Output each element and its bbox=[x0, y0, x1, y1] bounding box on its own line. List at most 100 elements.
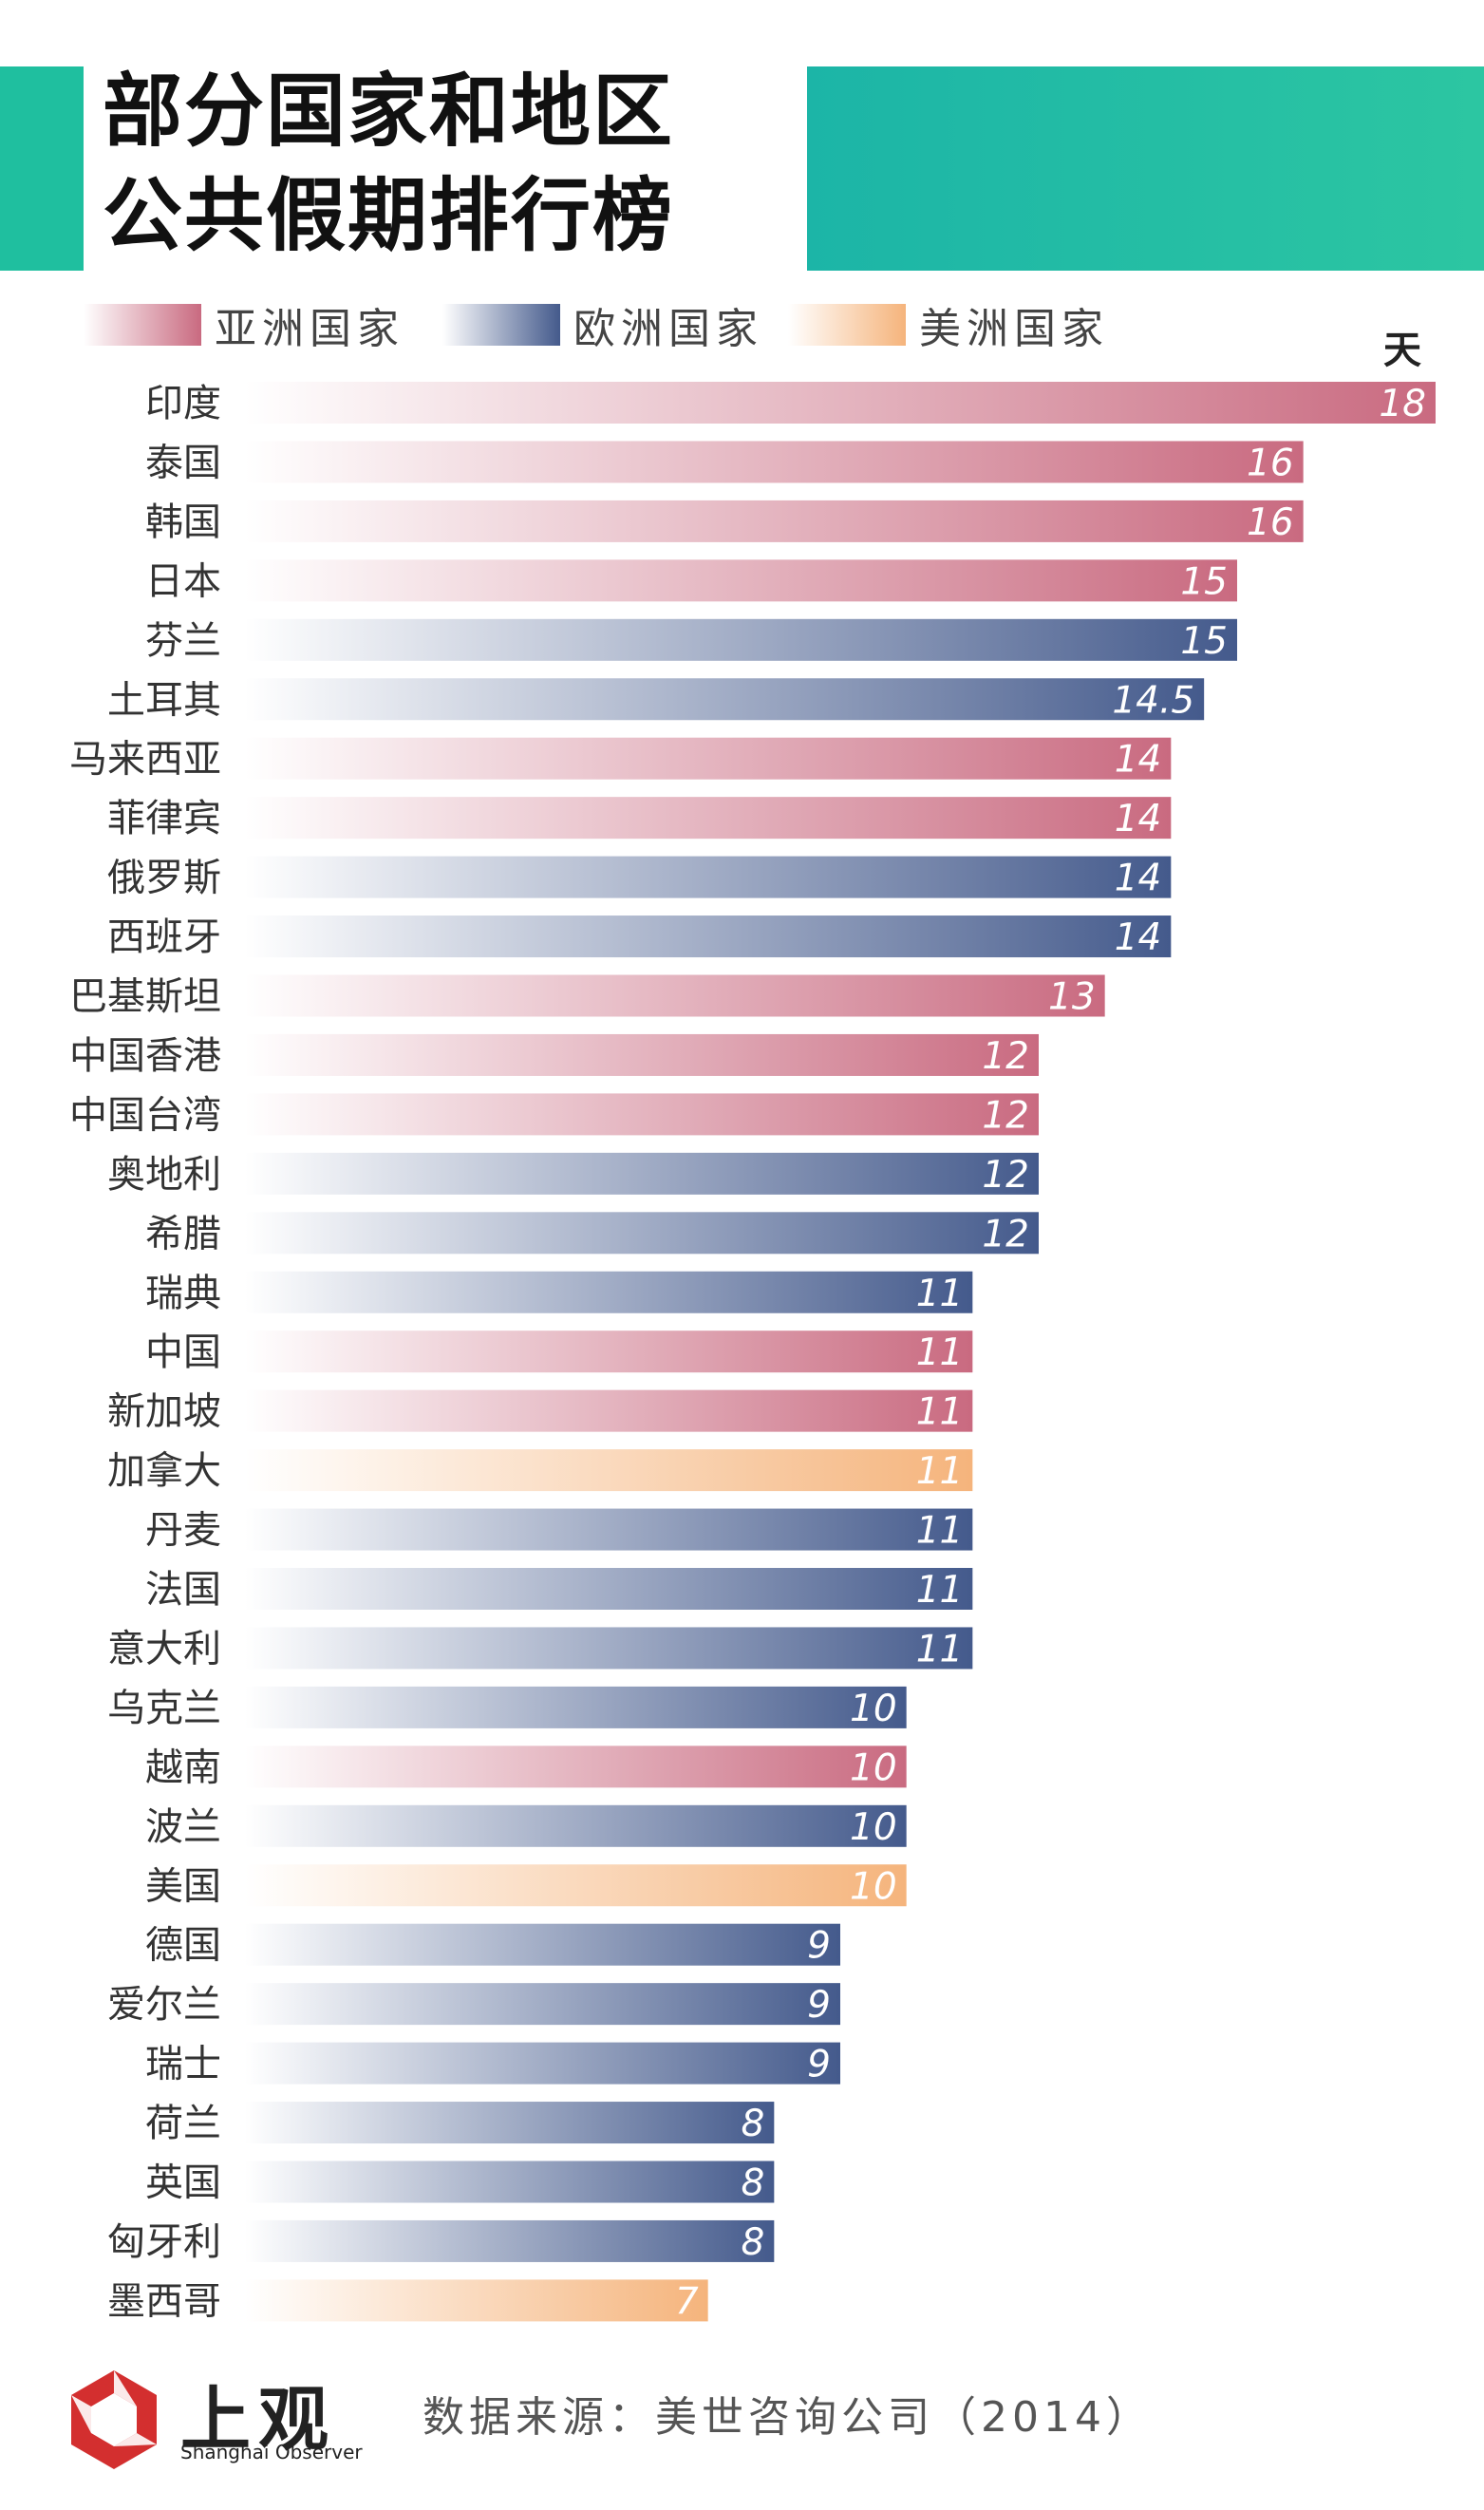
category-label-6: 马来西亚 bbox=[69, 738, 221, 782]
category-label-16: 中国 bbox=[145, 1330, 221, 1374]
value-label-20: 11 bbox=[916, 1569, 964, 1612]
bar-6 bbox=[245, 737, 1172, 780]
category-label-20: 法国 bbox=[145, 1568, 221, 1612]
value-label-5: 14.5 bbox=[1112, 679, 1194, 722]
bar-16 bbox=[245, 1330, 973, 1373]
category-label-24: 波兰 bbox=[145, 1805, 221, 1849]
legend-asia: 亚洲国家 bbox=[84, 296, 404, 353]
bar-22 bbox=[245, 1686, 907, 1728]
bar-12 bbox=[245, 1093, 1039, 1136]
bar-19 bbox=[245, 1508, 973, 1551]
category-label-25: 美国 bbox=[145, 1864, 221, 1908]
value-label-23: 10 bbox=[850, 1746, 897, 1789]
bar-1 bbox=[245, 441, 1304, 483]
bar-23 bbox=[245, 1746, 907, 1788]
category-label-22: 乌克兰 bbox=[107, 1687, 221, 1730]
bar-8 bbox=[245, 856, 1172, 898]
legend-label-asia: 亚洲国家 bbox=[215, 305, 404, 353]
category-label-30: 英国 bbox=[145, 2161, 221, 2205]
category-label-11: 中国香港 bbox=[69, 1034, 221, 1078]
value-label-7: 14 bbox=[1115, 798, 1162, 840]
value-label-28: 9 bbox=[807, 2044, 831, 2086]
title-banner-left bbox=[0, 66, 84, 271]
category-label-31: 匈牙利 bbox=[107, 2220, 221, 2264]
value-label-12: 12 bbox=[982, 1094, 1029, 1137]
value-label-30: 8 bbox=[742, 2162, 765, 2205]
legend-swatch-asia bbox=[84, 304, 201, 346]
value-label-14: 12 bbox=[982, 1213, 1029, 1255]
bar-3 bbox=[245, 559, 1237, 602]
chart-title-line-1: 部分国家和地区 bbox=[103, 64, 675, 158]
bar-29 bbox=[245, 2102, 775, 2144]
bar-30 bbox=[245, 2161, 775, 2203]
category-label-2: 韩国 bbox=[145, 500, 221, 544]
bar-27 bbox=[245, 1983, 840, 2026]
category-label-32: 墨西哥 bbox=[107, 2279, 221, 2323]
category-label-1: 泰国 bbox=[145, 441, 221, 484]
category-label-7: 菲律宾 bbox=[107, 797, 221, 840]
title-banner-right bbox=[807, 66, 1484, 271]
bar-9 bbox=[245, 915, 1172, 958]
bar-26 bbox=[245, 1923, 840, 1966]
value-label-3: 15 bbox=[1180, 560, 1228, 603]
category-label-0: 印度 bbox=[145, 382, 221, 425]
category-label-4: 芬兰 bbox=[145, 619, 221, 663]
bar-21 bbox=[245, 1627, 973, 1670]
category-label-8: 俄罗斯 bbox=[107, 857, 221, 900]
shanghai-observer-logo-icon bbox=[71, 2370, 157, 2469]
data-source: 数据来源：美世咨询公司（2014） bbox=[423, 2393, 1153, 2442]
legend-america: 美洲国家 bbox=[788, 296, 1109, 353]
category-label-26: 德国 bbox=[145, 1924, 221, 1968]
legend-label-america: 美洲国家 bbox=[919, 305, 1109, 353]
value-label-10: 13 bbox=[1048, 976, 1096, 1019]
value-label-29: 8 bbox=[742, 2103, 765, 2145]
bar-chart: 印度 18 泰国 16 韩国 16 日本 15 芬兰 15 土耳其 14.5 马来西亚 14 菲律宾 14 俄罗… bbox=[69, 382, 1436, 2323]
bar-28 bbox=[245, 2042, 840, 2085]
bar-25 bbox=[245, 1864, 907, 1907]
category-label-18: 加拿大 bbox=[107, 1449, 221, 1493]
value-label-26: 9 bbox=[807, 1925, 831, 1968]
bar-18 bbox=[245, 1449, 973, 1492]
value-label-11: 12 bbox=[982, 1035, 1029, 1078]
bar-32 bbox=[245, 2279, 708, 2322]
category-label-29: 荷兰 bbox=[145, 2102, 221, 2145]
value-label-16: 11 bbox=[916, 1331, 964, 1374]
category-label-21: 意大利 bbox=[107, 1627, 221, 1670]
bar-2 bbox=[245, 500, 1304, 542]
value-label-13: 12 bbox=[982, 1154, 1029, 1197]
value-label-9: 14 bbox=[1115, 916, 1162, 959]
value-label-24: 10 bbox=[850, 1806, 897, 1849]
category-label-19: 丹麦 bbox=[145, 1509, 221, 1553]
legend-swatch-america bbox=[788, 304, 906, 346]
bar-4 bbox=[245, 618, 1237, 661]
value-label-21: 11 bbox=[916, 1628, 964, 1670]
value-label-6: 14 bbox=[1115, 739, 1162, 782]
value-label-0: 18 bbox=[1379, 383, 1426, 425]
category-label-12: 中国台湾 bbox=[69, 1093, 221, 1137]
chart-title-line-2: 公共假期排行榜 bbox=[103, 168, 675, 262]
bar-14 bbox=[245, 1212, 1039, 1255]
chart-title: 部分国家和地区 公共假期排行榜 bbox=[103, 59, 674, 268]
bar-11 bbox=[245, 1033, 1039, 1076]
unit-label: 天 bbox=[1383, 329, 1421, 372]
value-label-19: 11 bbox=[916, 1510, 964, 1553]
bar-10 bbox=[245, 974, 1105, 1017]
bar-13 bbox=[245, 1152, 1039, 1195]
category-label-15: 瑞典 bbox=[145, 1272, 221, 1315]
category-label-5: 土耳其 bbox=[107, 678, 221, 722]
category-label-23: 越南 bbox=[145, 1746, 221, 1789]
value-label-17: 11 bbox=[916, 1391, 964, 1434]
category-label-3: 日本 bbox=[145, 559, 221, 603]
bar-17 bbox=[245, 1389, 973, 1432]
value-label-18: 11 bbox=[916, 1450, 964, 1493]
brand-name-cn: 上观 bbox=[180, 2379, 336, 2461]
category-label-10: 巴基斯坦 bbox=[69, 975, 221, 1019]
legend-swatch-europe bbox=[442, 304, 560, 346]
brand-name-en: Shanghai Observer bbox=[180, 2441, 363, 2463]
category-label-9: 西班牙 bbox=[107, 915, 221, 959]
value-label-1: 16 bbox=[1247, 442, 1294, 484]
legend-label-europe: 欧洲国家 bbox=[573, 305, 763, 353]
value-label-4: 15 bbox=[1180, 620, 1228, 663]
bar-7 bbox=[245, 797, 1172, 840]
category-label-27: 爱尔兰 bbox=[107, 1983, 221, 2027]
